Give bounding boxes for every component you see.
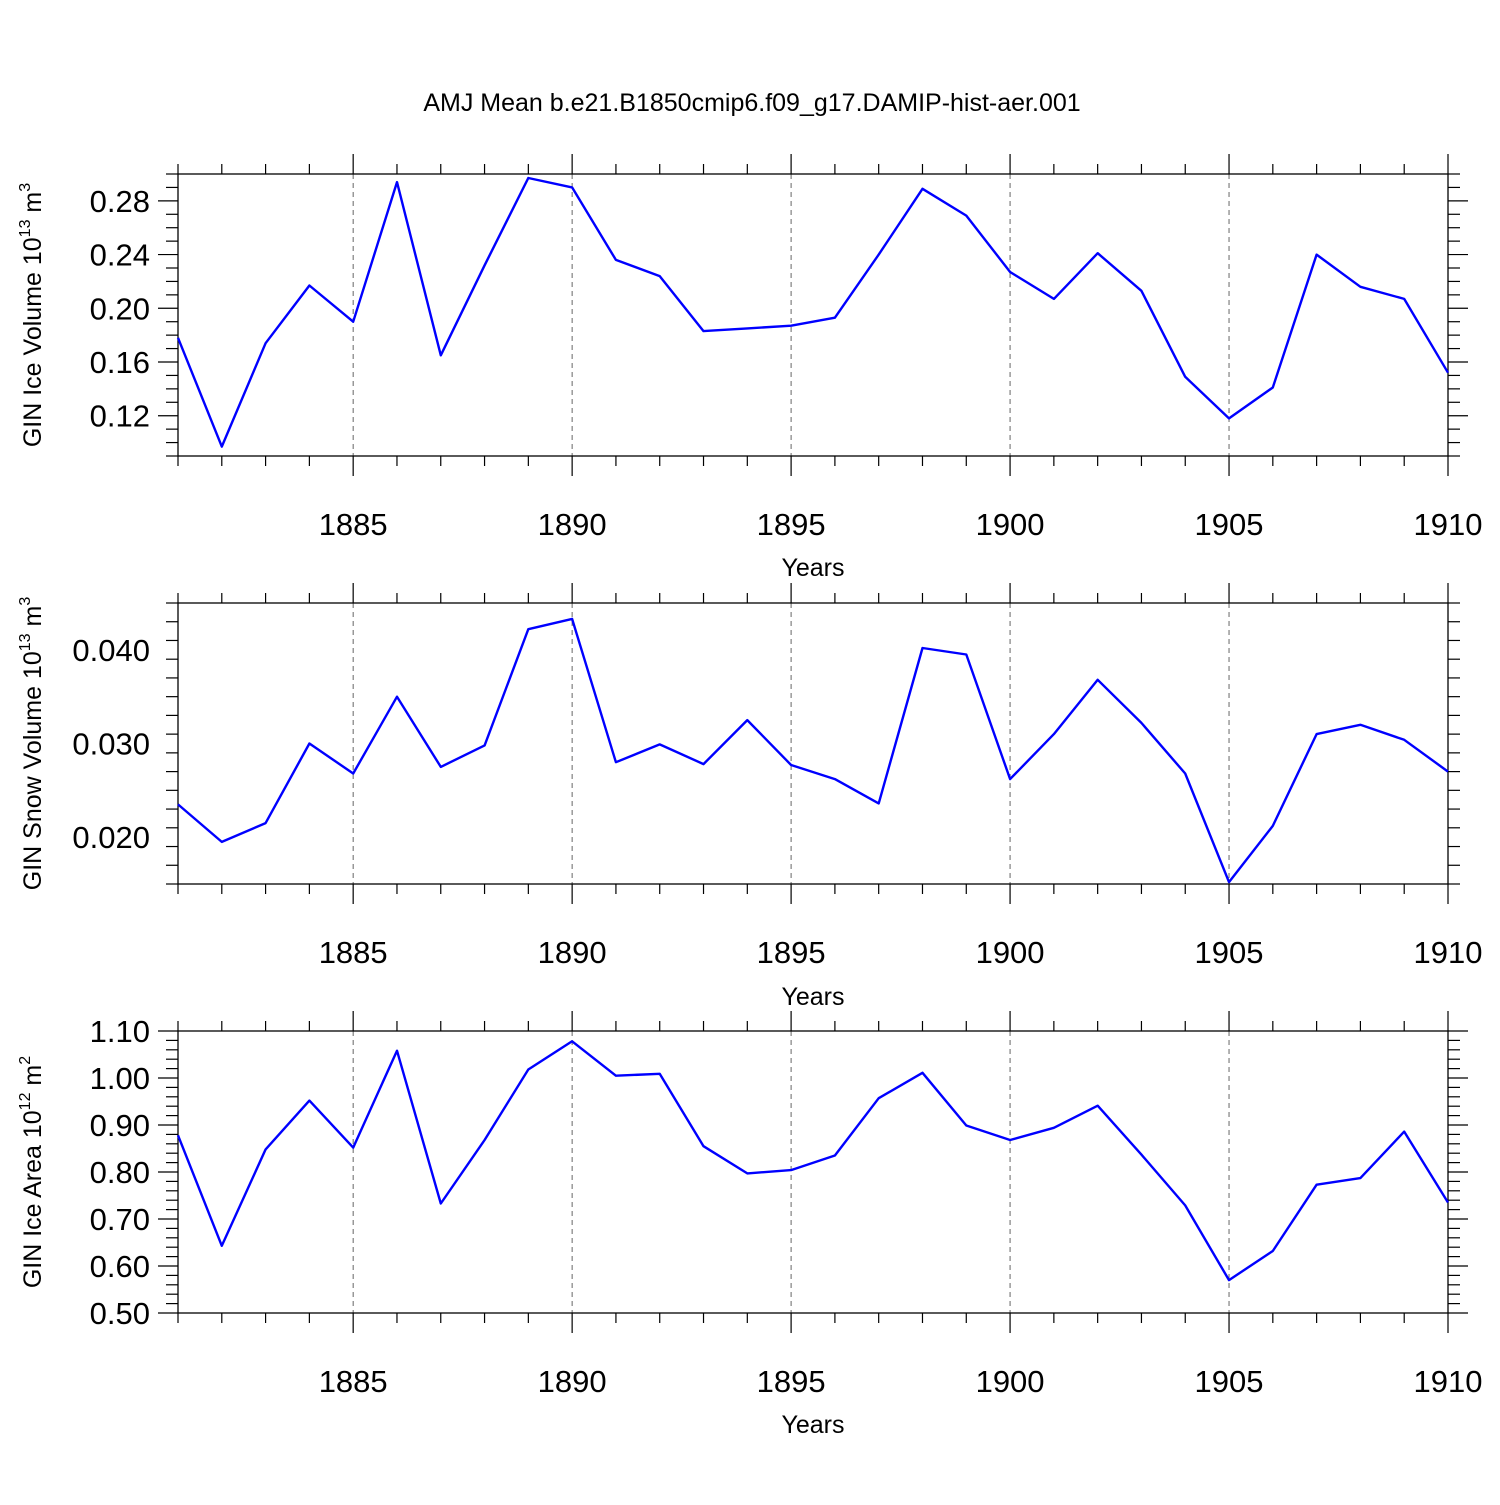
y-axis-label-unit-exponent: 3	[17, 183, 34, 192]
x-tick-label: 1895	[757, 1364, 826, 1399]
chart-title: AMJ Mean b.e21.B1850cmip6.f09_g17.DAMIP-…	[423, 89, 1080, 117]
y-axis-label-exponent: 13	[17, 219, 34, 237]
x-tick-label: 1895	[757, 935, 826, 970]
x-tick-label: 1900	[976, 1364, 1045, 1399]
chart-panel-2: 0.020 0.030 0.040 1885 1890 1895 1900 1905 1910 Y…	[17, 583, 1482, 1011]
x-tick-label: 1900	[976, 935, 1045, 970]
chart-panel-1: 0.12 0.16 0.20 0.24 0.28 1885 1890 1895 1900 1905…	[17, 154, 1482, 582]
x-tick-label: 1905	[1195, 1364, 1264, 1399]
y-tick-label: 1.10	[90, 1014, 150, 1049]
y-axis-label-exponent: 13	[17, 633, 34, 651]
x-tick-label: 1905	[1195, 507, 1264, 542]
y-tick-label: 0.90	[90, 1108, 150, 1143]
x-tick-label: 1895	[757, 507, 826, 542]
y-tick-label: 1.00	[90, 1061, 150, 1096]
chart-panel-3: 0.50 0.60 0.70 0.80 0.90 1.00 1.10 1885 1890 1895…	[17, 1011, 1482, 1439]
x-tick-label: 1910	[1414, 507, 1483, 542]
x-axis-label: Years	[781, 1411, 844, 1439]
y-tick-label: 0.20	[90, 291, 150, 326]
x-axis-label: Years	[781, 554, 844, 582]
series-line	[176, 176, 1450, 448]
y-axis-label-text: GIN Ice Area 10	[19, 1110, 47, 1288]
x-tick-label: 1885	[319, 1364, 388, 1399]
y-tick-label: 0.12	[90, 399, 150, 434]
y-tick-label: 0.50	[90, 1296, 150, 1331]
plot-frame	[177, 1030, 1449, 1314]
y-tick-label: 0.28	[90, 184, 150, 219]
series-line	[177, 617, 1449, 884]
y-axis-label-text: GIN Snow Volume 10	[19, 651, 47, 890]
y-tick-label: 0.80	[90, 1155, 150, 1190]
x-tick-label: 1910	[1414, 1364, 1483, 1399]
y-axis-label: GIN Snow Volume 1013 m3	[17, 597, 47, 891]
y-tick-label: 0.040	[72, 633, 150, 668]
x-tick-label: 1900	[976, 507, 1045, 542]
x-tick-label: 1905	[1195, 935, 1264, 970]
series-line	[176, 1040, 1450, 1282]
x-tick-label: 1910	[1414, 935, 1483, 970]
y-axis-label-unit-exponent: 2	[17, 1056, 34, 1065]
x-axis-label: Years	[781, 983, 844, 1011]
y-axis-label-unit: m	[19, 1065, 47, 1093]
plot-frame	[177, 173, 1449, 457]
y-tick-label: 0.24	[90, 238, 150, 273]
y-axis-label-text: GIN Ice Volume 10	[19, 237, 47, 447]
y-axis-label: GIN Ice Area 1012 m2	[17, 1056, 47, 1288]
x-tick-label: 1890	[538, 935, 607, 970]
x-tick-label: 1885	[319, 935, 388, 970]
y-axis-label-unit: m	[19, 192, 47, 220]
y-tick-label: 0.16	[90, 345, 150, 380]
y-axis-label-unit: m	[19, 606, 47, 634]
plot-frame	[177, 602, 1449, 885]
x-tick-label: 1890	[538, 1364, 607, 1399]
y-tick-label: 0.70	[90, 1202, 150, 1237]
y-tick-label: 0.020	[72, 820, 150, 855]
y-axis-label-unit-exponent: 3	[17, 597, 34, 606]
x-tick-label: 1885	[319, 507, 388, 542]
y-axis-label: GIN Ice Volume 1013 m3	[17, 183, 47, 447]
x-tick-label: 1890	[538, 507, 607, 542]
y-axis-label-exponent: 12	[17, 1092, 34, 1110]
y-tick-label: 0.60	[90, 1249, 150, 1284]
y-tick-label: 0.030	[72, 727, 150, 762]
